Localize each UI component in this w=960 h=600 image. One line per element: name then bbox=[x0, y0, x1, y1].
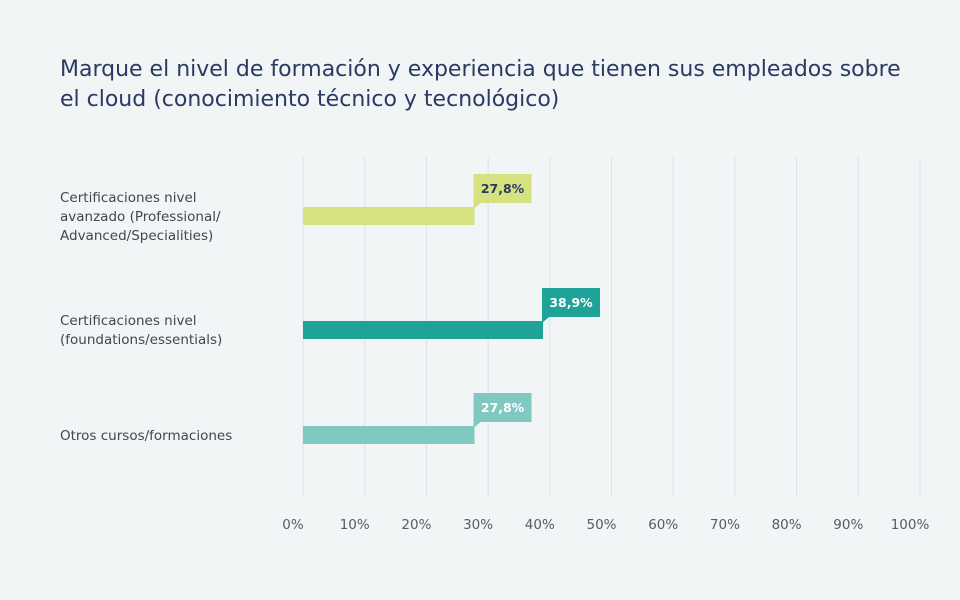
category-label-line: Certificaciones nivel bbox=[60, 313, 197, 329]
value-callout-box bbox=[542, 288, 601, 317]
x-tick-label: 20% bbox=[401, 517, 431, 533]
bar bbox=[303, 321, 544, 339]
value-callout-pointer bbox=[473, 422, 481, 428]
category-label: Otros cursos/formaciones bbox=[60, 427, 280, 446]
value-label: 38,9% bbox=[549, 295, 593, 310]
x-tick-label: 40% bbox=[525, 517, 555, 533]
x-tick-label: 30% bbox=[463, 517, 493, 533]
value-callout-pointer bbox=[542, 317, 550, 323]
value-callout-pointer bbox=[473, 203, 481, 209]
category-label-line: Advanced/Specialities) bbox=[60, 228, 214, 244]
bar bbox=[303, 426, 475, 444]
value-callout-box bbox=[473, 174, 532, 203]
x-tick-label: 0% bbox=[282, 517, 304, 533]
category-label-line: Certificaciones nivel bbox=[60, 190, 197, 206]
value-callout: 38,9% bbox=[542, 288, 601, 323]
x-tick-label: 90% bbox=[833, 517, 863, 533]
bar bbox=[303, 207, 475, 225]
x-tick-label: 60% bbox=[648, 517, 678, 533]
value-label: 27,8% bbox=[481, 181, 525, 196]
x-tick-label: 50% bbox=[586, 517, 616, 533]
x-tick-label: 80% bbox=[772, 517, 802, 533]
category-label: Certificaciones nivel avanzado (Professio… bbox=[60, 189, 280, 246]
category-label-line: (foundations/essentials) bbox=[60, 332, 223, 348]
value-callout: 27,8% bbox=[473, 174, 532, 209]
value-label: 27,8% bbox=[481, 400, 525, 415]
x-tick-label: 70% bbox=[710, 517, 740, 533]
x-tick-label: 100% bbox=[891, 517, 930, 533]
chart-title: Marque el nivel de formación y experienc… bbox=[60, 57, 901, 112]
category-label-line: avanzado (Professional/ bbox=[60, 209, 221, 225]
x-tick-label: 10% bbox=[340, 517, 370, 533]
category-label: Certificaciones nivel (foundations/essent… bbox=[60, 312, 280, 350]
category-label-line: Otros cursos/formaciones bbox=[60, 428, 233, 444]
value-callout-box bbox=[473, 393, 532, 422]
value-callout: 27,8% bbox=[473, 393, 532, 428]
